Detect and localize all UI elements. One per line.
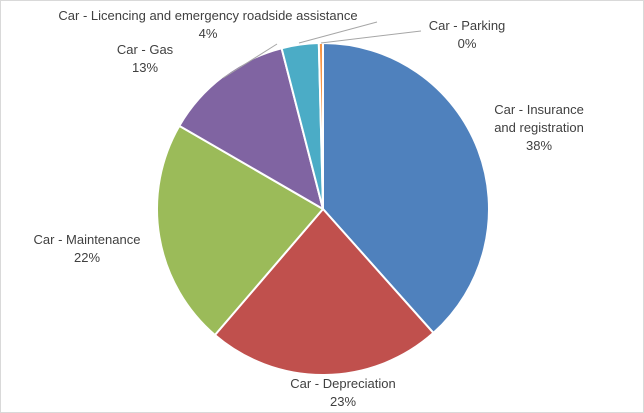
pie-slices [156, 41, 490, 376]
slice-labels: Car - Insurance and registration 38% Car - … [34, 8, 584, 409]
leader-line-car-gas [222, 43, 278, 79]
leader-lines [222, 21, 422, 79]
slice-label-car-gas: Car - Gas 13% [117, 42, 174, 75]
slice-label-car-parking: Car - Parking 0% [429, 18, 506, 51]
pie-slice-car-maintenance [156, 124, 324, 336]
leader-line-car-licencing-and-emergency-roadside-assistance [298, 21, 378, 44]
slice-label-car-licencing-and-emergency-roadside-assistance: Car - Licencing and emergency roadside a… [58, 8, 357, 41]
pie-slice-car-insurance-and-registration [322, 42, 490, 334]
pie-slice-car-depreciation [213, 208, 435, 376]
leader-line-car-parking [320, 30, 422, 44]
slice-label-car-maintenance: Car - Maintenance 22% [34, 232, 141, 265]
pie-slice-car-gas [178, 47, 324, 210]
slice-label-car-insurance-and-registration: Car - Insurance and registration 38% [494, 102, 584, 153]
slice-label-car-depreciation: Car - Depreciation 23% [290, 376, 396, 409]
